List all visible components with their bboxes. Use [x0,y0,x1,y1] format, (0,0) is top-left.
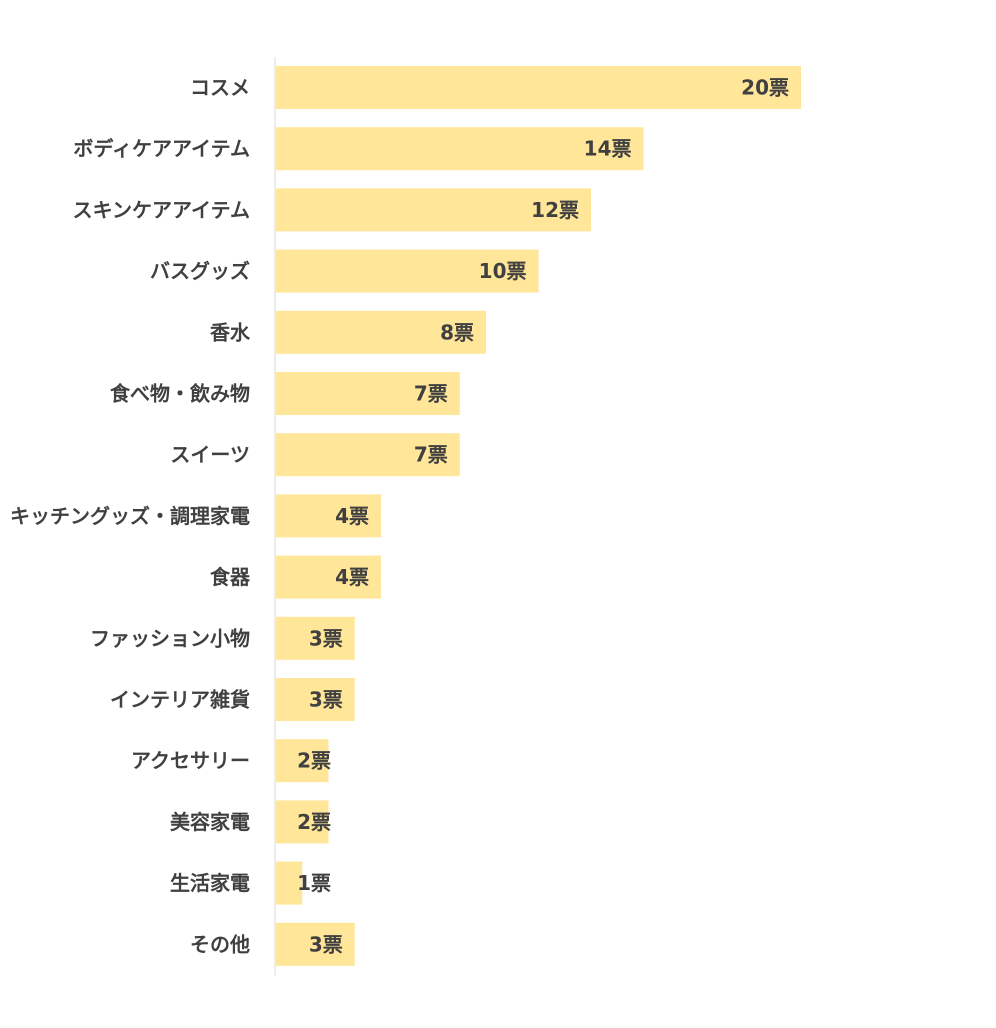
data-label-13: 2票 [297,810,331,834]
data-label-9: 4票 [335,565,369,589]
data-label-4: 10票 [479,259,527,283]
data-label-8: 4票 [335,504,369,528]
bar-3 [276,188,591,232]
bar-8 [276,494,381,538]
bar-9 [276,555,381,599]
category-label-12: アクセサリー [131,749,250,773]
category-label-2: ボディケアアイテム [73,137,250,161]
bar-13 [276,800,329,844]
category-label-4: バスグッズ [150,259,250,283]
bar-10 [276,616,355,660]
bars-group [276,66,801,966]
category-label-1: コスメ [190,76,250,100]
data-label-14: 1票 [297,871,331,895]
category-label-10: ファッション小物 [90,626,250,650]
category-label-15: その他 [190,932,250,956]
category-label-14: 生活家電 [170,871,250,895]
category-label-3: スキンケアアイテム [73,198,250,222]
bar-1 [276,66,801,109]
bar-2 [276,127,644,171]
data-label-12: 2票 [297,749,331,773]
category-labels-group: コスメボディケアアイテムスキンケアアイテムバスグッズ香水食べ物・飲み物スイーツキ… [10,76,251,957]
data-label-15: 3票 [309,932,343,956]
data-label-3: 12票 [531,198,579,222]
bar-14 [276,861,303,905]
category-label-6: 食べ物・飲み物 [110,382,250,406]
category-label-11: インテリア雑貨 [110,688,250,712]
data-label-6: 7票 [414,382,448,406]
bar-5 [276,310,486,354]
category-label-7: スイーツ [170,443,250,467]
data-label-11: 3票 [309,688,343,712]
bar-11 [276,678,355,721]
data-label-5: 8票 [440,320,474,344]
category-label-13: 美容家電 [170,810,250,834]
bar-12 [276,739,329,783]
data-label-10: 3票 [309,626,343,650]
bar-4 [276,249,539,293]
bar-7 [276,433,460,477]
data-label-7: 7票 [414,443,448,467]
bar-6 [276,372,460,415]
category-label-5: 香水 [210,320,251,344]
category-label-9: 食器 [210,565,251,589]
category-label-8: キッチングッズ・調理家電 [10,504,250,528]
bar-15 [276,922,355,966]
data-label-2: 14票 [584,137,632,161]
data-label-1: 20票 [741,76,789,100]
data-labels-group: 20票 14票 12票 10票 8票 7票 7票 4票 4票 3票 3票 2票 2票 1票 3票 [297,76,789,957]
